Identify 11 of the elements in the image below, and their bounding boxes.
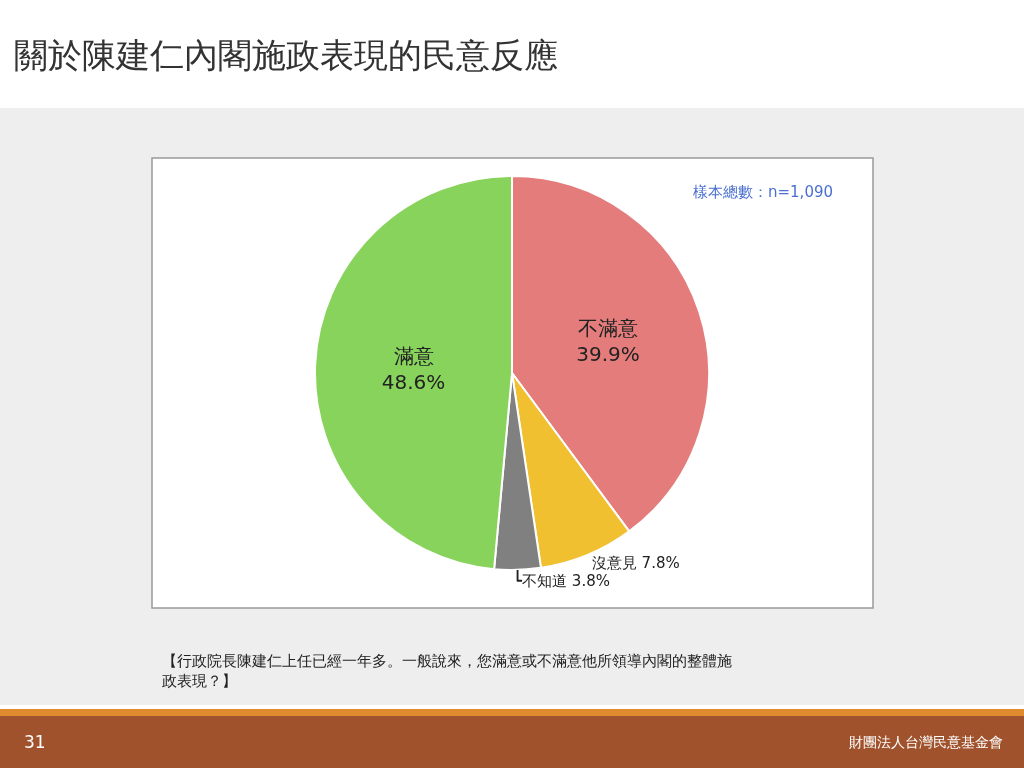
data-label: 39.9% bbox=[576, 342, 640, 367]
text: 31 bbox=[24, 732, 46, 752]
text: 樣本總數：n=1,090 bbox=[693, 183, 834, 201]
data-label: 48.6% bbox=[381, 369, 446, 394]
slice-label: 滿意 bbox=[393, 343, 434, 368]
text: 財團法人台灣民意基金會 bbox=[849, 734, 1003, 750]
text: 【行政院長陳建仁上任已經一年多。一般說來，您滿意或不滿意他所領導內閣的整體施政表現？】 bbox=[162, 652, 732, 690]
slice-label: 沒意見 7.8% bbox=[591, 553, 680, 572]
chart-title: 關於陳建仁內閣施政表現的民意反應 bbox=[14, 34, 558, 75]
slice-label: 不滿意 bbox=[577, 316, 638, 341]
slice-label: 不知道 3.8% bbox=[522, 571, 610, 590]
